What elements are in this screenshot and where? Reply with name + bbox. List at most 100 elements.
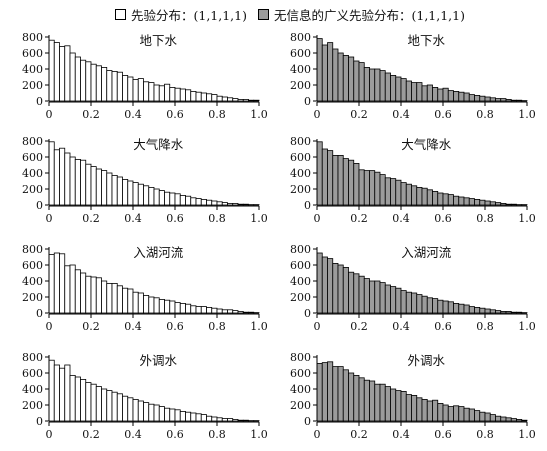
histogram-bar <box>174 409 181 422</box>
histogram-bar <box>200 92 207 102</box>
histogram-bar <box>227 97 234 102</box>
histogram-bar <box>169 87 176 102</box>
histogram-bar <box>479 307 486 314</box>
histogram-bar <box>479 95 486 102</box>
histogram-bar <box>106 172 113 206</box>
histogram-bar <box>395 390 402 422</box>
histogram-bar <box>468 198 475 206</box>
histogram-bar <box>458 91 465 102</box>
histogram-bar <box>59 367 66 422</box>
x-tick-label: 0 <box>46 108 53 121</box>
histogram-bar <box>48 359 55 422</box>
histogram-bar <box>80 59 87 102</box>
histogram-bar <box>111 71 118 102</box>
histogram-bar <box>195 306 202 314</box>
histogram-bar <box>342 55 349 102</box>
histogram-bar <box>390 388 397 422</box>
histogram-bar <box>348 56 355 102</box>
x-tick-label: 0.8 <box>476 108 494 121</box>
histogram-bar <box>85 163 92 206</box>
histogram-bar <box>90 383 97 422</box>
histogram-bar <box>185 303 192 314</box>
y-tick-label: 200 <box>290 183 311 196</box>
histogram-bar <box>137 292 144 314</box>
histogram-bar <box>206 415 213 422</box>
histogram-bar <box>379 282 386 314</box>
y-tick-label: 0 <box>36 415 43 428</box>
histogram-bar <box>127 397 134 422</box>
histogram-bar <box>242 99 249 102</box>
histogram-bar <box>237 419 244 422</box>
histogram-bar <box>447 194 454 206</box>
histogram-bar <box>195 198 202 206</box>
histogram-bar <box>390 178 397 206</box>
x-tick-label: 0.4 <box>392 212 410 225</box>
histogram-bar <box>169 408 176 422</box>
histogram-bar <box>200 306 207 314</box>
histogram-bar <box>337 52 344 102</box>
histogram-bar <box>69 264 76 314</box>
chart-title: 地下水 <box>407 33 445 48</box>
histogram-bar <box>463 197 470 206</box>
chart-title: 外调水 <box>139 353 177 368</box>
histogram-bar <box>395 76 402 102</box>
histogram-bar <box>400 390 407 422</box>
histogram-bar <box>437 192 444 206</box>
legend-swatch-gray <box>258 9 269 20</box>
histogram-bar <box>474 198 481 206</box>
histogram-bar <box>421 398 428 422</box>
histogram-bar <box>416 294 423 314</box>
histogram-bar <box>400 78 407 102</box>
histogram-bar <box>442 87 449 102</box>
histogram-bar <box>248 311 255 314</box>
histogram-bar <box>353 162 360 206</box>
histogram-bar <box>206 306 213 314</box>
histogram-bar <box>195 413 202 422</box>
histogram-bar <box>395 287 402 314</box>
y-tick-label: 200 <box>290 291 311 304</box>
histogram-bar <box>242 419 249 422</box>
histogram-bar <box>447 406 454 422</box>
histogram-bar <box>116 393 123 422</box>
histogram-bar <box>127 180 134 206</box>
histogram-bar <box>232 202 239 206</box>
histogram-bar <box>143 402 150 422</box>
y-tick-label: 600 <box>22 47 43 60</box>
histogram-bar <box>337 154 344 206</box>
chart-panel-1: 0 200 400 600 800 0 0.2 0.4 0.6 0.8 1.0 地下水 <box>22 31 268 121</box>
histogram-bar <box>122 75 129 102</box>
y-tick-label: 800 <box>290 351 311 364</box>
histogram-bar <box>95 65 102 102</box>
histogram-bar <box>148 403 155 422</box>
x-tick-label: 1.0 <box>518 108 536 121</box>
y-tick-label: 800 <box>22 351 43 364</box>
histogram-bar <box>463 92 470 102</box>
histogram-bar <box>164 83 171 102</box>
y-tick-label: 400 <box>290 167 311 180</box>
y-tick-label: 0 <box>304 95 311 108</box>
x-tick-label: 0.4 <box>392 320 410 333</box>
chart-panel-8: 0 200 400 600 800 0 0.2 0.4 0.6 0.8 1.0 外调水 <box>290 351 536 441</box>
histogram-bar <box>374 280 381 314</box>
histogram-bar <box>411 394 418 422</box>
histogram-bar <box>316 252 323 314</box>
histogram-bar <box>216 308 223 314</box>
histogram-bar <box>484 96 491 102</box>
histogram-bar <box>179 194 186 206</box>
histogram-bar <box>348 372 355 422</box>
histogram-bar <box>353 374 360 422</box>
histogram-bar <box>521 419 528 422</box>
histogram-bar <box>106 282 113 314</box>
histogram-bar <box>363 379 370 422</box>
histogram-bar <box>384 386 391 422</box>
histogram-bar <box>200 414 207 422</box>
chart-title: 外调水 <box>407 353 445 368</box>
x-tick-label: 0.8 <box>476 212 494 225</box>
histogram-bar <box>116 176 123 206</box>
x-tick-label: 1.0 <box>518 212 536 225</box>
histogram-bar <box>479 199 486 206</box>
histogram-bar <box>179 410 186 422</box>
histogram-bar <box>442 193 449 206</box>
histogram-bar <box>463 407 470 422</box>
